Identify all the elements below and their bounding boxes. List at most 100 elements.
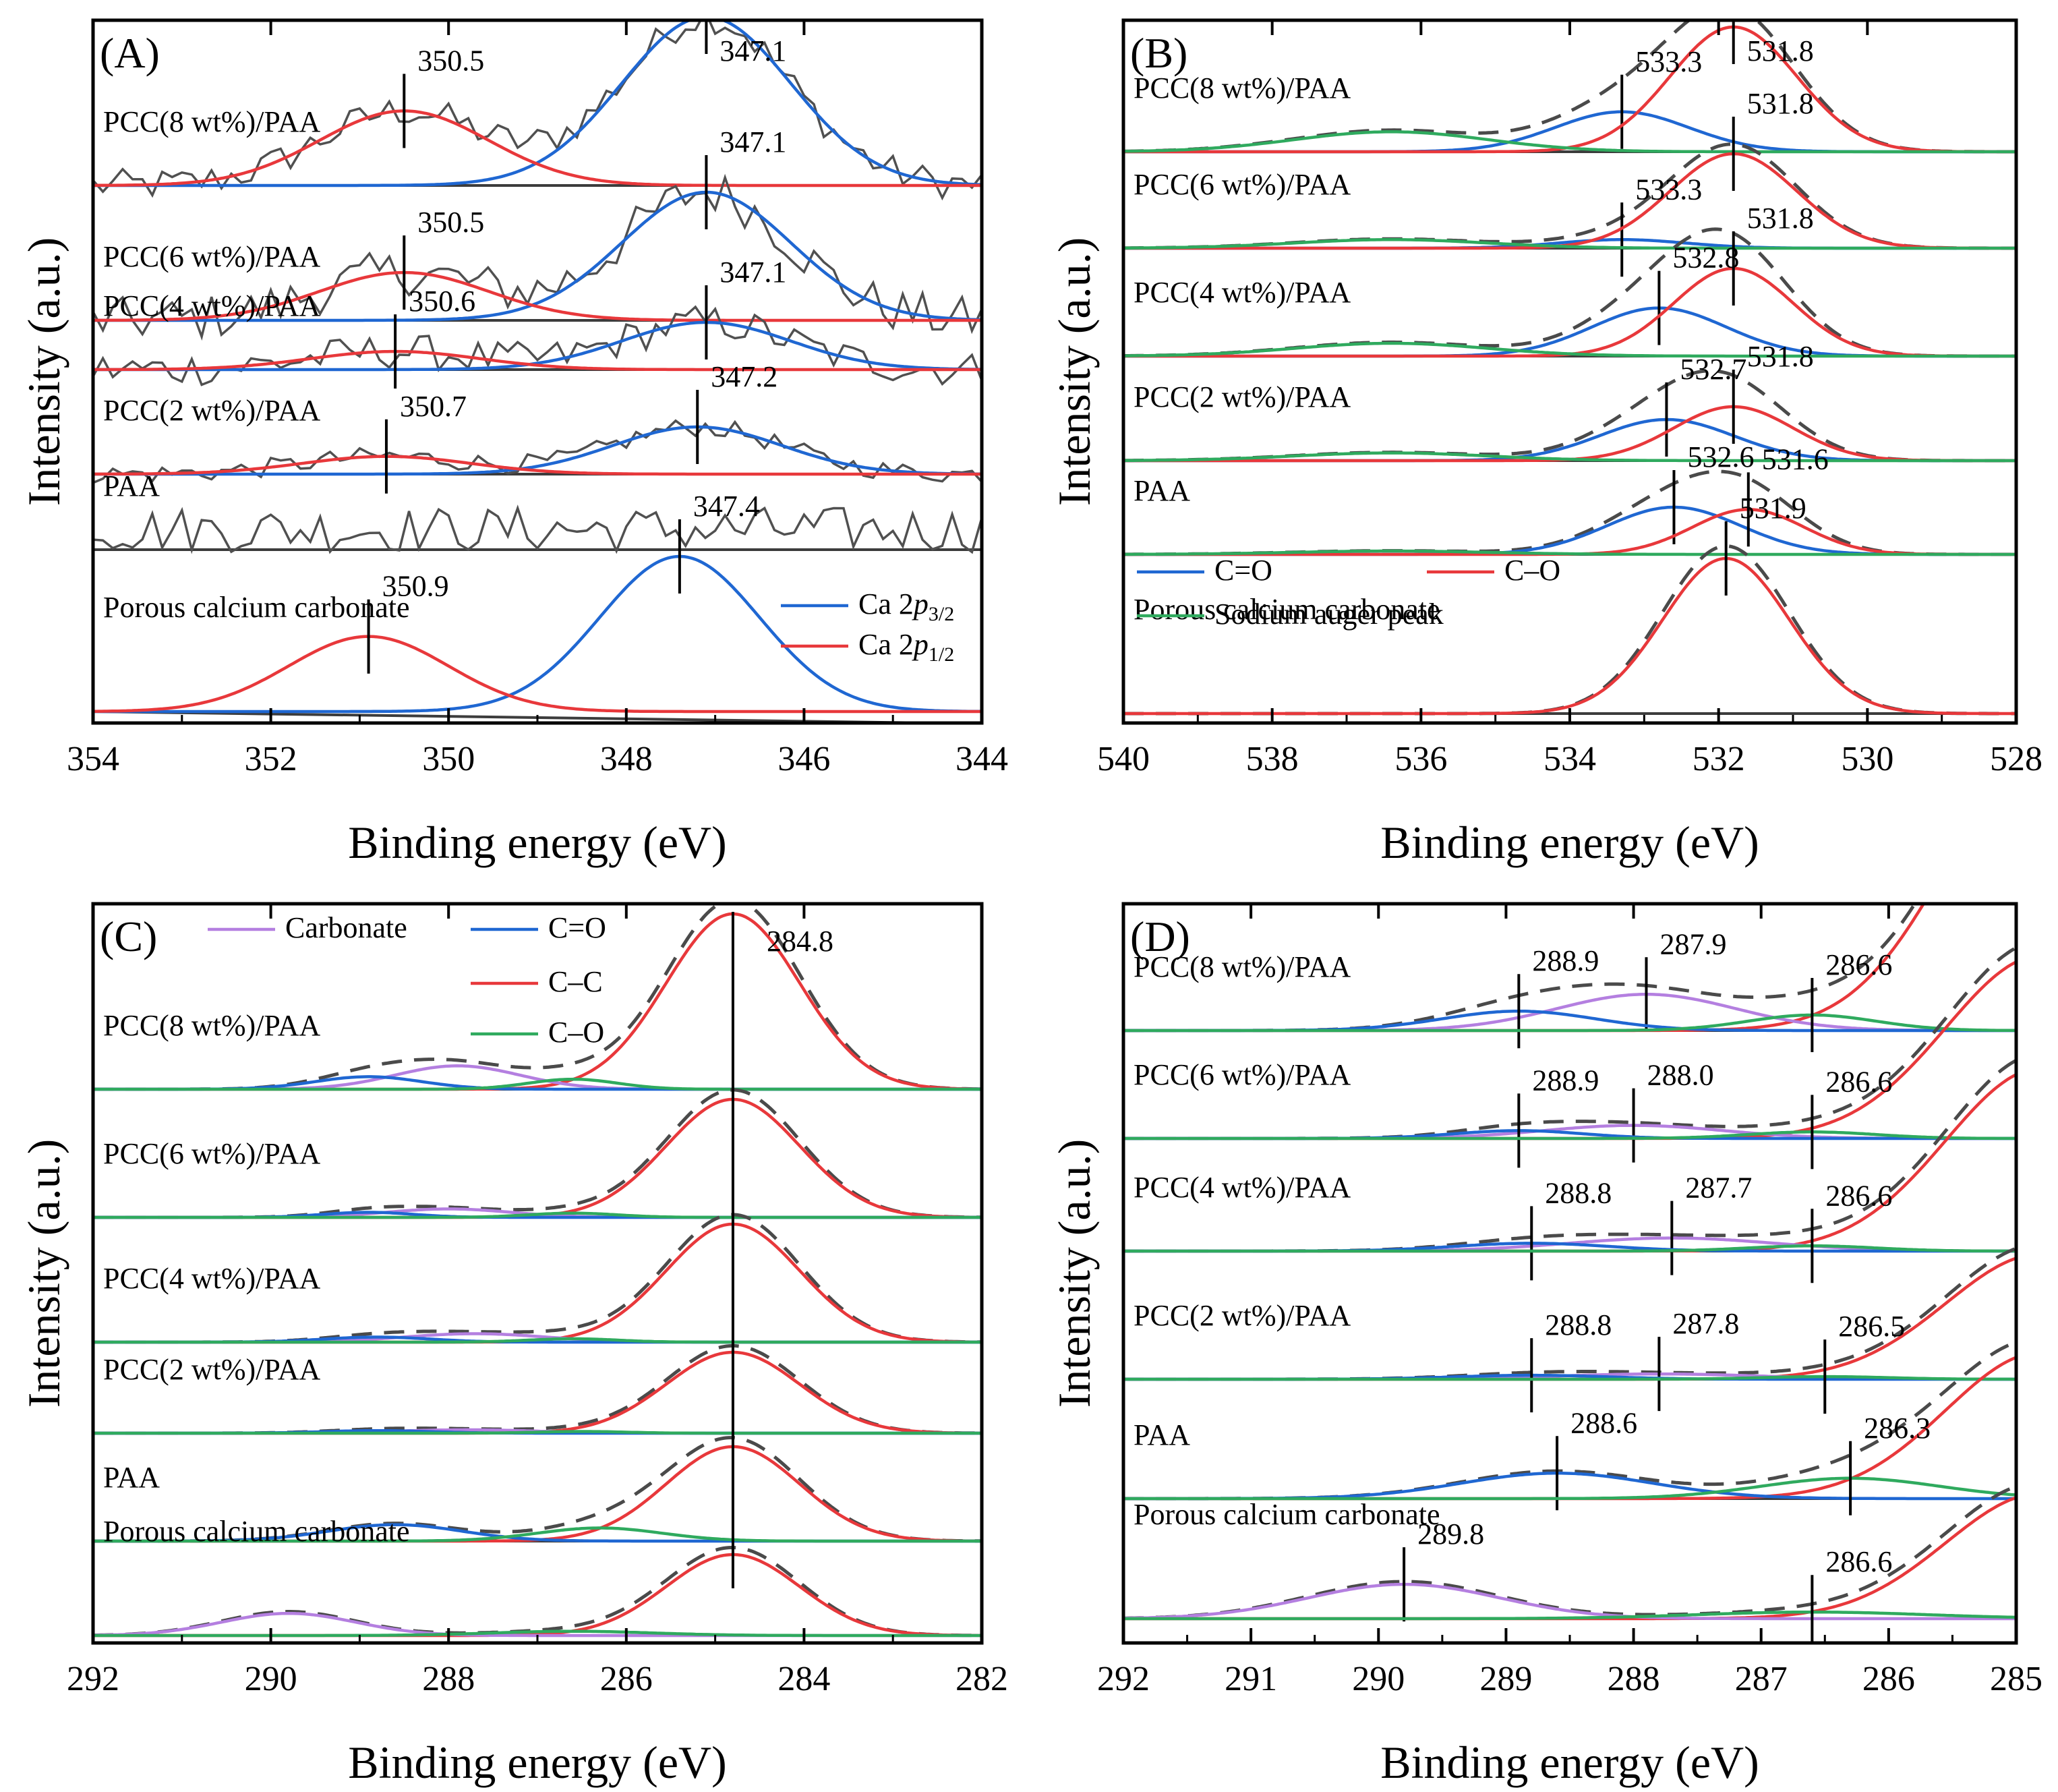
x-tick-label: 284 [777,1660,830,1698]
sample-label-porous-calcium-carbonate: Porous calcium carbonate [1134,1498,1440,1531]
peak-label: 531.6 [1762,442,1829,475]
peak-label: 347.1 [719,256,786,289]
peak-label: 350.6 [409,285,475,318]
reference-line-label: 284.8 [767,925,833,958]
peak-label: 347.1 [719,125,786,158]
peak-label: 350.9 [382,570,449,603]
peak-label: 286.6 [1825,1065,1892,1098]
legend-label-c-o: C=O [548,911,606,944]
x-tick-label: 528 [1990,740,2042,778]
fit-sodium-auger-peak [1123,238,2016,250]
fit-ca-2p1-2 [93,270,982,322]
sample-label-porous-calcium-carbonate: Porous calcium carbonate [1134,593,1440,626]
sample-pcc-8-wt-paa [1123,20,2016,154]
sample-pcc-6-wt-paa [93,155,982,341]
legend-label-c-o: C=O [1214,554,1272,587]
fit-ca-2p1-2 [93,455,982,476]
x-tick-label: 286 [600,1660,653,1698]
fit-c-o [1123,1476,2016,1501]
panel-b-o1s: 533.3 531.8 PCC(8 wt%)/PAA 533.3 531.8 PCC(6 … [1049,18,2042,868]
peak-label: 533.3 [1635,173,1702,206]
legend-label-sodium-auger-peak: Sodium auger peak [1214,598,1444,631]
x-tick-label: 288 [422,1660,475,1698]
x-tick-label: 286 [1862,1660,1915,1698]
x-axis-label: Binding energy (eV) [1380,817,1759,868]
panel-letter: (D) [1130,913,1190,960]
sample-pcc-4-wt-paa [1123,1059,2016,1283]
sample-label-paa: PAA [1134,474,1190,507]
peak-label: 531.8 [1747,202,1814,235]
peak-label: 288.8 [1545,1308,1612,1341]
sample-label-porous-calcium-carbonate: Porous calcium carbonate [103,591,410,624]
sample-label-paa: PAA [103,469,160,502]
sample-paa [1123,469,2016,556]
peak-label: 350.5 [417,206,484,239]
x-tick-label: 534 [1544,740,1596,778]
sample-pcc-6-wt-paa [93,1088,982,1219]
plot-area [1123,904,2016,1643]
peak-label: 533.3 [1635,45,1702,78]
fit-ca-2p3-2 [93,425,982,476]
peak-label: 347.4 [693,490,760,523]
fit-carbonate [1123,1582,2016,1621]
peak-label: 288.9 [1532,944,1599,977]
x-tick-label: 538 [1246,740,1299,778]
legend: C=O C–O Sodium auger peak [1137,554,1560,631]
peak-label: 347.1 [719,34,786,67]
sample-label-pcc-2-wt-paa: PCC(2 wt%)/PAA [1134,1299,1351,1332]
x-tick-label: 287 [1735,1660,1788,1698]
sample-label-pcc-2-wt-paa: PCC(2 wt%)/PAA [103,394,321,427]
sample-label-pcc-8-wt-paa: PCC(8 wt%)/PAA [1134,950,1351,983]
sample-label-paa: PAA [1134,1418,1190,1451]
x-tick-label: 292 [1097,1660,1150,1698]
y-axis-label: Intensity (a.u.) [1049,1139,1100,1408]
peak-label: 531.8 [1747,34,1814,67]
envelope-fit [1123,1484,2016,1620]
x-axis-label: Binding energy (eV) [1380,1737,1759,1788]
peak-label: 288.9 [1532,1064,1599,1097]
sample-porous-calcium-carbonate [1123,1484,2016,1643]
sample-pcc-2-wt-paa [1123,369,2016,463]
sample-pcc-2-wt-paa [93,390,982,494]
y-axis-label: Intensity (a.u.) [1049,237,1100,506]
x-tick-label: 290 [245,1660,297,1698]
sample-label-pcc-8-wt-paa: PCC(8 wt%)/PAA [1134,71,1351,105]
panel-a-ca2p: 347.1 350.5 PCC(8 wt%)/PAA 347.1 350.5 PCC(6 … [18,18,1008,868]
y-axis-label: Intensity (a.u.) [18,1139,69,1408]
x-tick-label: 291 [1225,1660,1277,1698]
peak-label: 287.9 [1659,927,1726,960]
sample-pcc-2-wt-paa [1123,1246,2016,1414]
fit-ca-2p3-2 [93,554,982,714]
legend-label-c-o: C–O [1504,554,1560,587]
fit-sodium-auger-peak [1123,341,2016,358]
x-tick-label: 344 [955,740,1008,778]
legend-label-ca-2p3-2: Ca 2p3/2 [858,587,954,625]
peak-label: 288.0 [1647,1059,1714,1092]
x-tick-label: 354 [67,740,119,778]
legend-label-c-o: C–O [548,1016,604,1049]
sample-paa [1123,1340,2016,1515]
legend-label-c-c: C–C [548,965,603,998]
sample-pcc-6-wt-paa [1123,117,2016,277]
fit-c-o [1123,152,2016,250]
x-tick-label: 346 [777,740,830,778]
x-axis-label: Binding energy (eV) [348,1737,727,1788]
raw-spectrum [93,504,982,554]
sample-label-pcc-6-wt-paa: PCC(6 wt%)/PAA [103,1137,321,1170]
sample-paa [93,1436,982,1543]
sample-pcc-4-wt-paa [93,285,982,389]
peak-label: 286.3 [1864,1412,1931,1445]
peak-label: 531.8 [1747,340,1814,373]
fit-c-o [93,1430,982,1435]
fit-sodium-auger-peak [1123,549,2016,556]
legend: Carbonate C=O C–C C–O [208,911,606,1049]
sample-label-porous-calcium-carbonate: Porous calcium carbonate [103,1515,410,1548]
peak-label: 288.8 [1545,1176,1612,1209]
sample-pcc-8-wt-paa [93,904,982,1091]
panel-d-c1s-zoom: 287.9 288.9 286.6 PCC(8 wt%)/PAA 288.0 288.9 2… [1049,902,2042,1788]
peak-label: 531.9 [1740,492,1806,525]
panel-letter: (A) [100,29,160,77]
raw-spectrum [93,419,982,484]
sample-pcc-2-wt-paa [93,1343,982,1435]
